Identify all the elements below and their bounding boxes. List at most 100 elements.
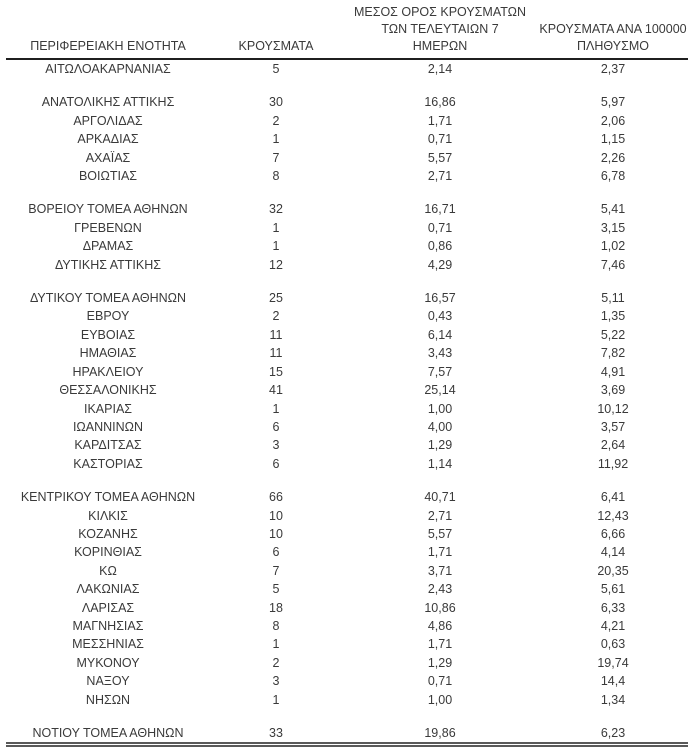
region-cell: ΕΥΒΟΙΑΣ xyxy=(80,327,136,342)
spacer-row xyxy=(6,709,688,724)
spacer-cell xyxy=(6,274,688,289)
per100k-cell: 3,15 xyxy=(600,220,626,235)
avg7-cell: 0,71 xyxy=(427,674,453,689)
avg7-cell: 10,86 xyxy=(424,600,456,615)
table-row: ΙΚΑΡΙΑΣ 1 1,00 10,12 xyxy=(6,400,688,418)
table-row: ΗΡΑΚΛΕΙΟΥ 15 7,57 4,91 xyxy=(6,363,688,381)
table-row: ΚΙΛΚΙΣ 10 2,71 12,43 xyxy=(6,507,688,525)
cases-cell: 30 xyxy=(269,95,283,110)
avg7-cell: 1,71 xyxy=(427,637,453,652)
avg7-cell: 5,57 xyxy=(427,526,453,541)
per100k-cell: 1,02 xyxy=(600,239,626,254)
table-row: ΜΕΣΣΗΝΙΑΣ 1 1,71 0,63 xyxy=(6,635,688,653)
region-cell: ΒΟΙΩΤΙΑΣ xyxy=(78,169,138,184)
region-cell: ΚΩ xyxy=(99,563,117,578)
header-region-label: ΠΕΡΙΦΕΡΕΙΑΚΗ ΕΝΟΤΗΤΑ xyxy=(30,39,186,53)
avg7-cell: 1,29 xyxy=(427,655,453,670)
region-cell: ΑΧΑΪΑΣ xyxy=(85,150,131,165)
per100k-cell: 14,4 xyxy=(600,674,626,689)
region-cell: ΔΥΤΙΚΟΥ ΤΟΜΕΑ ΑΘΗΝΩΝ xyxy=(29,291,187,306)
per100k-cell: 6,33 xyxy=(600,600,626,615)
table-header: ΠΕΡΙΦΕΡΕΙΑΚΗ ΕΝΟΤΗΤΑ ΚΡΟΥΣΜΑΤΑ ΜΕΣΟΣ ΟΡΟ… xyxy=(6,0,688,60)
region-cell: ΚΟΖΑΝΗΣ xyxy=(78,526,138,541)
header-cases-label: ΚΡΟΥΣΜΑΤΑ xyxy=(238,39,314,53)
cases-cell: 11 xyxy=(269,327,283,342)
avg7-cell: 6,14 xyxy=(427,327,453,342)
table-row: ΒΟΙΩΤΙΑΣ 8 2,71 6,78 xyxy=(6,167,688,185)
avg7-cell: 0,71 xyxy=(427,220,453,235)
table-row: ΑΧΑΪΑΣ 7 5,57 2,26 xyxy=(6,149,688,167)
region-cell: ΚΙΛΚΙΣ xyxy=(88,508,128,523)
per100k-cell: 6,41 xyxy=(600,490,626,505)
cases-cell: 8 xyxy=(272,169,280,184)
table-row: ΛΑΚΩΝΙΑΣ 5 2,43 5,61 xyxy=(6,580,688,598)
spacer-row xyxy=(6,185,688,200)
spacer-cell xyxy=(6,709,688,724)
cases-cell: 5 xyxy=(272,62,280,76)
region-cell: ΜΑΓΝΗΣΙΑΣ xyxy=(72,618,144,633)
region-cell: ΑΡΚΑΔΙΑΣ xyxy=(77,132,139,147)
table-row: ΚΟΡΙΝΘΙΑΣ 6 1,71 4,14 xyxy=(6,543,688,561)
per100k-cell: 19,74 xyxy=(597,655,629,670)
table-row: ΑΝΑΤΟΛΙΚΗΣ ΑΤΤΙΚΗΣ 30 16,86 5,97 xyxy=(6,93,688,111)
avg7-cell: 19,86 xyxy=(424,726,456,740)
avg7-cell: 16,71 xyxy=(424,202,456,217)
region-cell: ΝΟΤΙΟΥ ΤΟΜΕΑ ΑΘΗΝΩΝ xyxy=(32,726,184,740)
cases-cell: 11 xyxy=(269,346,283,361)
cases-cell: 33 xyxy=(269,726,283,740)
table-row: ΘΕΣΣΑΛΟΝΙΚΗΣ 41 25,14 3,69 xyxy=(6,381,688,399)
table-row: ΑΡΚΑΔΙΑΣ 1 0,71 1,15 xyxy=(6,130,688,148)
table-row: ΙΩΑΝΝΙΝΩΝ 6 4,00 3,57 xyxy=(6,418,688,436)
avg7-cell: 1,29 xyxy=(427,438,453,453)
per100k-cell: 5,22 xyxy=(600,327,626,342)
table-row: ΛΑΡΙΣΑΣ 18 10,86 6,33 xyxy=(6,599,688,617)
per100k-cell: 1,34 xyxy=(600,692,626,707)
avg7-cell: 40,71 xyxy=(424,490,456,505)
cases-cell: 10 xyxy=(269,526,283,541)
per100k-cell: 4,91 xyxy=(600,364,626,379)
cases-cell: 5 xyxy=(272,582,280,597)
per100k-cell: 0,63 xyxy=(600,637,626,652)
spacer-cell xyxy=(6,185,688,200)
table-row: ΝΗΣΩΝ 1 1,00 1,34 xyxy=(6,691,688,709)
per100k-cell: 6,23 xyxy=(600,726,626,740)
region-cell: ΗΡΑΚΛΕΙΟΥ xyxy=(72,364,144,379)
avg7-cell: 2,71 xyxy=(427,169,453,184)
per100k-cell: 2,06 xyxy=(600,113,626,128)
avg7-cell: 4,00 xyxy=(427,419,453,434)
per100k-cell: 11,92 xyxy=(597,456,629,471)
per100k-cell: 6,78 xyxy=(600,169,626,184)
region-cell: ΕΒΡΟΥ xyxy=(86,309,130,324)
table-row: ΔΥΤΙΚΗΣ ΑΤΤΙΚΗΣ 12 4,29 7,46 xyxy=(6,256,688,274)
region-cell: ΜΥΚΟΝΟΥ xyxy=(76,655,140,670)
per100k-cell: 7,46 xyxy=(600,257,626,272)
per100k-cell: 10,12 xyxy=(597,401,629,416)
header-avg7-line3: ΗΜΕΡΩΝ xyxy=(412,39,468,53)
spacer-row xyxy=(6,473,688,488)
region-cell: ΝΗΣΩΝ xyxy=(85,692,131,707)
header-avg7: ΜΕΣΟΣ ΟΡΟΣ ΚΡΟΥΣΜΑΤΩΝ ΤΩΝ ΤΕΛΕΥΤΑΙΩΝ 7 Η… xyxy=(342,0,538,60)
header-avg7-line1: ΜΕΣΟΣ ΟΡΟΣ ΚΡΟΥΣΜΑΤΩΝ xyxy=(353,5,527,19)
spacer-cell xyxy=(6,473,688,488)
cases-cell: 18 xyxy=(269,600,283,615)
cases-cell: 10 xyxy=(269,508,283,523)
avg7-cell: 1,71 xyxy=(427,545,453,560)
avg7-cell: 1,71 xyxy=(427,113,453,128)
spacer-row xyxy=(6,274,688,289)
avg7-cell: 3,71 xyxy=(427,563,453,578)
region-cell: ΓΡΕΒΕΝΩΝ xyxy=(74,220,142,235)
cases-cell: 32 xyxy=(269,202,283,217)
avg7-cell: 16,86 xyxy=(424,95,456,110)
cases-cell: 2 xyxy=(272,113,280,128)
per100k-cell: 1,15 xyxy=(600,132,626,147)
header-avg7-line2: ΤΩΝ ΤΕΛΕΥΤΑΙΩΝ 7 xyxy=(381,22,499,36)
per100k-cell: 4,14 xyxy=(600,545,626,560)
cases-cell: 41 xyxy=(269,383,283,398)
table-row: ΕΥΒΟΙΑΣ 11 6,14 5,22 xyxy=(6,326,688,344)
header-per100k: ΚΡΟΥΣΜΑΤΑ ΑΝΑ 100000 ΠΛΗΘΥΣΜΟ xyxy=(538,0,688,60)
region-cell: ΚΟΡΙΝΘΙΑΣ xyxy=(74,545,142,560)
cases-cell: 1 xyxy=(272,239,280,254)
cases-cell: 6 xyxy=(272,545,280,560)
region-cell: ΚΑΡΔΙΤΣΑΣ xyxy=(74,438,142,453)
header-per100k-line1: ΚΡΟΥΣΜΑΤΑ ΑΝΑ 100000 xyxy=(539,22,687,36)
